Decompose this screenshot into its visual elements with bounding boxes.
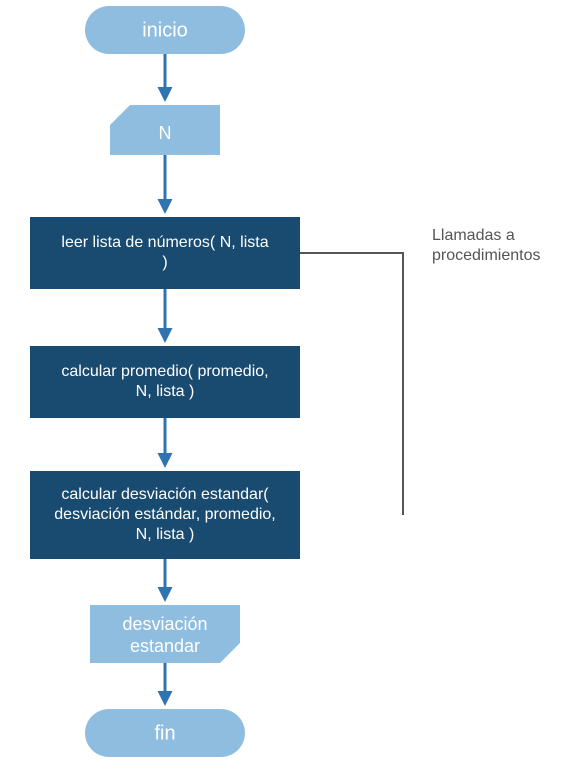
output-label-line: desviación [122,614,207,634]
proc3-label-line: calcular desviación estandar( [61,486,269,503]
node-input: N [110,105,220,155]
input-label: N [159,123,172,143]
annotation: Llamadas a procedimientos [300,227,541,515]
proc1-label-line: ) [162,254,167,271]
node-output: desviaciónestandar [90,605,240,663]
proc1-label-line: leer lista de números( N, lista [61,234,268,251]
annotation-text-line: Llamadas a [432,227,515,244]
output-label-line: estandar [130,636,200,656]
node-proc2: calcular promedio( promedio, N, lista ) [30,346,300,418]
proc2-label-line: N, lista ) [136,383,195,400]
end-label: fin [154,722,175,744]
node-proc3: calcular desviación estandar( desviación … [30,471,300,559]
node-proc1: leer lista de números( N, lista) [30,217,300,289]
proc2-label-line: calcular promedio( promedio, [61,363,268,380]
node-start: inicio [85,6,245,54]
start-label: inicio [142,19,188,41]
proc3-label-line: desviación estándar, promedio, [54,506,275,523]
annotation-text-line: procedimientos [432,247,541,264]
node-end: fin [85,709,245,757]
proc3-label-line: N, lista ) [136,526,195,543]
